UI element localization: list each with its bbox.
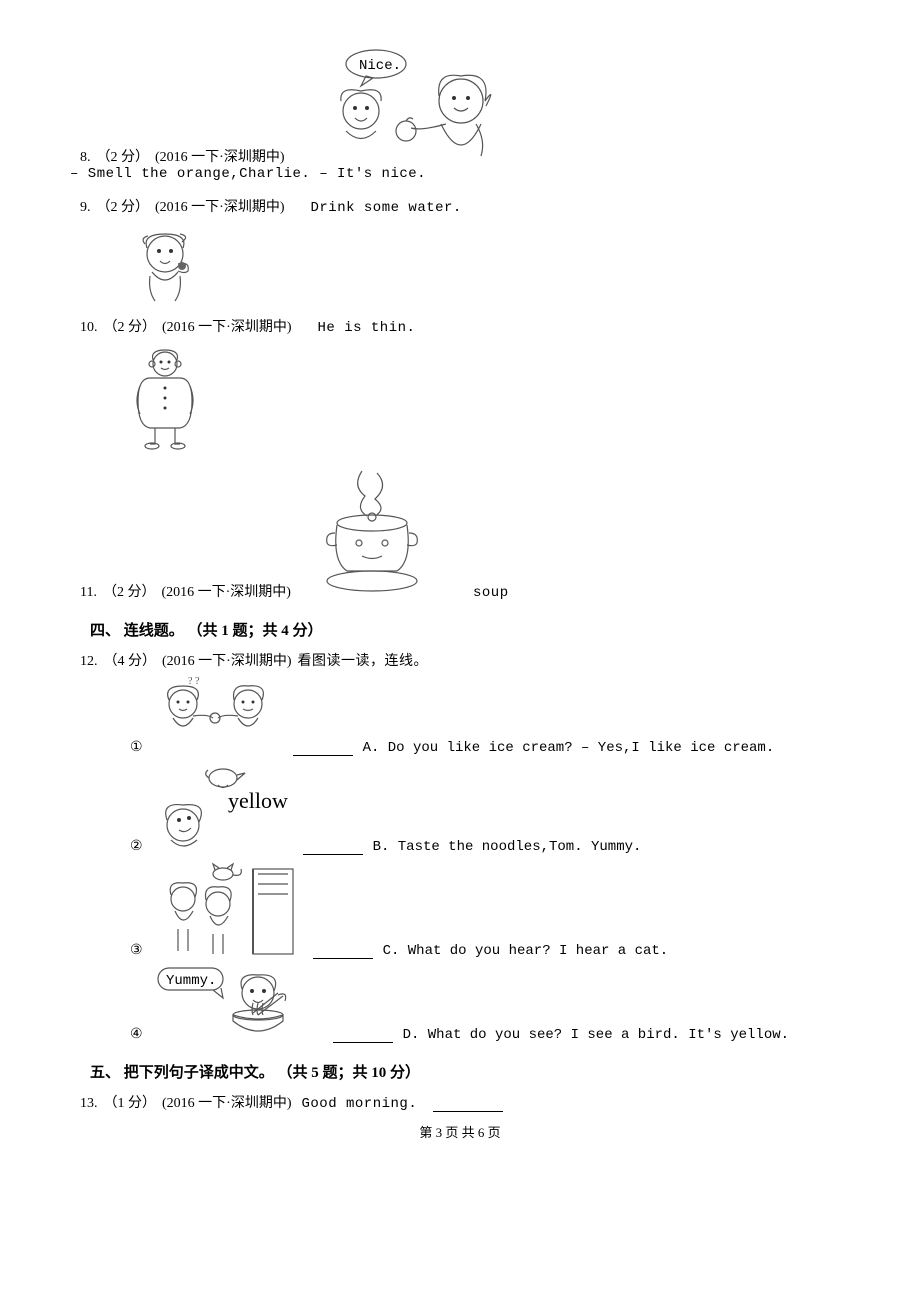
question-13: 13. （1 分） (2016 一下·深圳期中) Good morning. — [50, 1092, 870, 1112]
q13-number: 13. — [80, 1096, 98, 1112]
q11-number: 11. — [80, 585, 97, 601]
page-footer: 第 3 页 共 6 页 — [50, 1122, 870, 1141]
match-1-number: ① — [130, 739, 143, 756]
match-row-4: ④ Yummy. — [130, 963, 870, 1043]
q10-points: （2 分） — [104, 316, 157, 336]
q12-number: 12. — [80, 654, 98, 670]
fat-person-illustration-icon — [130, 346, 200, 451]
q9-image — [130, 226, 870, 306]
match-3-image — [153, 859, 303, 959]
match-1-image: ? ? — [153, 676, 283, 756]
soup-pot-illustration-icon — [317, 461, 427, 601]
match-3-number: ③ — [130, 942, 143, 959]
match-row-1: ① ? ? — [130, 676, 870, 756]
section-5-title: 五、 把下列句子译成中文。 （共 5 题；共 10 分） — [90, 1061, 870, 1082]
match-4-number: ④ — [130, 1026, 143, 1043]
q12-points: （4 分） — [104, 650, 157, 670]
q13-text: Good morning. — [302, 1096, 418, 1112]
q10-image — [130, 346, 870, 451]
q9-points: （2 分） — [97, 196, 150, 216]
question-10: 10. （2 分） (2016 一下·深圳期中) He is thin. — [50, 316, 870, 336]
section-4-title: 四、 连线题。 （共 1 题；共 4 分） — [90, 619, 870, 640]
match-3-option: C. What do you hear? I hear a cat. — [383, 943, 669, 959]
drink-water-illustration-icon — [130, 226, 200, 306]
match-2-number: ② — [130, 838, 143, 855]
q11-text: soup — [473, 585, 509, 601]
q8-number: 8. — [80, 150, 91, 166]
svg-text:? ?: ? ? — [188, 676, 200, 687]
q9-text: Drink some water. — [311, 200, 462, 216]
q8-bubble-text: Nice. — [359, 58, 401, 74]
question-12: 12. （4 分） (2016 一下·深圳期中) 看图读一读，连线。 — [50, 650, 870, 670]
match-2-blank[interactable] — [303, 840, 363, 855]
q10-source: (2016 一下·深圳期中) — [162, 316, 292, 336]
match-row-3: ③ C. What do y — [130, 859, 870, 959]
two-kids-sharing-illustration-icon: ? ? — [153, 676, 283, 756]
q13-source: (2016 一下·深圳期中) — [162, 1092, 292, 1112]
q8-text: – Smell the orange,Charlie. – It's nice. — [70, 166, 426, 182]
q9-number: 9. — [80, 200, 91, 216]
q11-points: （2 分） — [103, 581, 156, 601]
q9-source: (2016 一下·深圳期中) — [155, 196, 285, 216]
match-2-label: yellow — [228, 788, 288, 813]
question-9: 9. （2 分） (2016 一下·深圳期中) Drink some water… — [50, 196, 870, 216]
q10-text: He is thin. — [318, 320, 416, 336]
q12-source: (2016 一下·深圳期中) — [162, 650, 292, 670]
match-4-bubble-text: Yummy. — [166, 973, 216, 989]
smell-orange-illustration-icon: Nice. — [311, 46, 521, 166]
eat-noodles-illustration-icon: Yummy. — [153, 963, 323, 1043]
q11-source: (2016 一下·深圳期中) — [161, 581, 291, 601]
match-1-option: A. Do you like ice cream? – Yes,I like i… — [363, 740, 775, 756]
q12-instruction: 看图读一读，连线。 — [298, 650, 429, 670]
match-4-image: Yummy. — [153, 963, 323, 1043]
match-1-blank[interactable] — [293, 741, 353, 756]
question-11: 11. （2 分） (2016 一下·深圳期中) — [50, 461, 870, 601]
q8-source: (2016 一下·深圳期中) — [155, 146, 285, 166]
match-4-blank[interactable] — [333, 1028, 393, 1043]
question-8: 8. （2 分） (2016 一下·深圳期中) Nice. — [50, 46, 870, 182]
match-2-image: yellow — [153, 760, 293, 855]
hear-cat-illustration-icon — [153, 859, 303, 959]
q10-number: 10. — [80, 320, 98, 336]
match-2-option: B. Taste the noodles,Tom. Yummy. — [373, 839, 642, 855]
match-row-2: ② yellow B. Taste the noodles,Tom. Yummy… — [130, 760, 870, 855]
q8-points: （2 分） — [97, 146, 150, 166]
match-4-option: D. What do you see? I see a bird. It's y… — [403, 1027, 789, 1043]
yellow-bird-illustration-icon: yellow — [153, 760, 293, 855]
q8-image: Nice. — [311, 46, 521, 166]
q13-blank[interactable] — [433, 1097, 503, 1112]
q11-image — [317, 461, 427, 601]
match-3-blank[interactable] — [313, 944, 373, 959]
q13-points: （1 分） — [104, 1092, 157, 1112]
